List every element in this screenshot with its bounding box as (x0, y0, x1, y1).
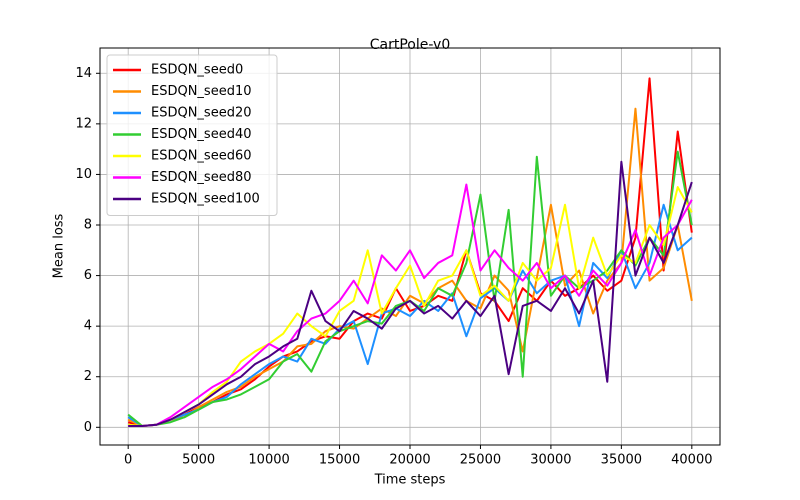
x-tick-label: 0 (124, 453, 132, 468)
data-line (128, 183, 693, 428)
legend-box (106, 54, 278, 216)
y-tick-label: 12 (75, 116, 92, 131)
data-line (128, 186, 693, 428)
plot-frame (99, 47, 721, 446)
legend-label: ESDQN_seed60 (151, 149, 252, 164)
legend-label: ESDQN_seed0 (151, 63, 243, 78)
legend-label: ESDQN_seed100 (151, 192, 260, 207)
chart-title: CartPole-v0 (370, 37, 450, 53)
y-tick-label: 6 (84, 268, 92, 283)
legend-label: ESDQN_seed40 (151, 127, 252, 142)
legend-label: ESDQN_seed20 (151, 106, 252, 121)
y-tick-label: 10 (75, 167, 92, 182)
x-tick-label: 10000 (248, 453, 289, 468)
y-tick-label: 8 (84, 218, 92, 233)
data-line (128, 160, 693, 428)
y-tick-label: 2 (84, 369, 92, 384)
x-tick-label: 15000 (319, 453, 360, 468)
data-line (127, 77, 693, 428)
y-axis-label: Mean loss (52, 213, 67, 278)
x-axis-label: Time steps (374, 473, 446, 488)
x-tick-label: 40000 (671, 453, 712, 468)
data-line (127, 203, 693, 428)
x-tick-label: 30000 (530, 453, 571, 468)
x-tick-label: 25000 (460, 453, 501, 468)
y-tick-label: 0 (84, 420, 92, 435)
legend-label: ESDQN_seed80 (151, 170, 252, 185)
y-tick-label: 4 (84, 319, 92, 334)
x-tick-label: 20000 (389, 453, 430, 468)
x-tick-label: 35000 (601, 453, 642, 468)
x-tick-label: 5000 (182, 453, 215, 468)
legend-label: ESDQN_seed10 (151, 84, 252, 99)
data-line (127, 107, 693, 428)
legend: ESDQN_seed0 ESDQN_seed10 ESDQN_seed20 ESDQN… (106, 54, 278, 216)
y-tick-label: 14 (75, 66, 92, 81)
